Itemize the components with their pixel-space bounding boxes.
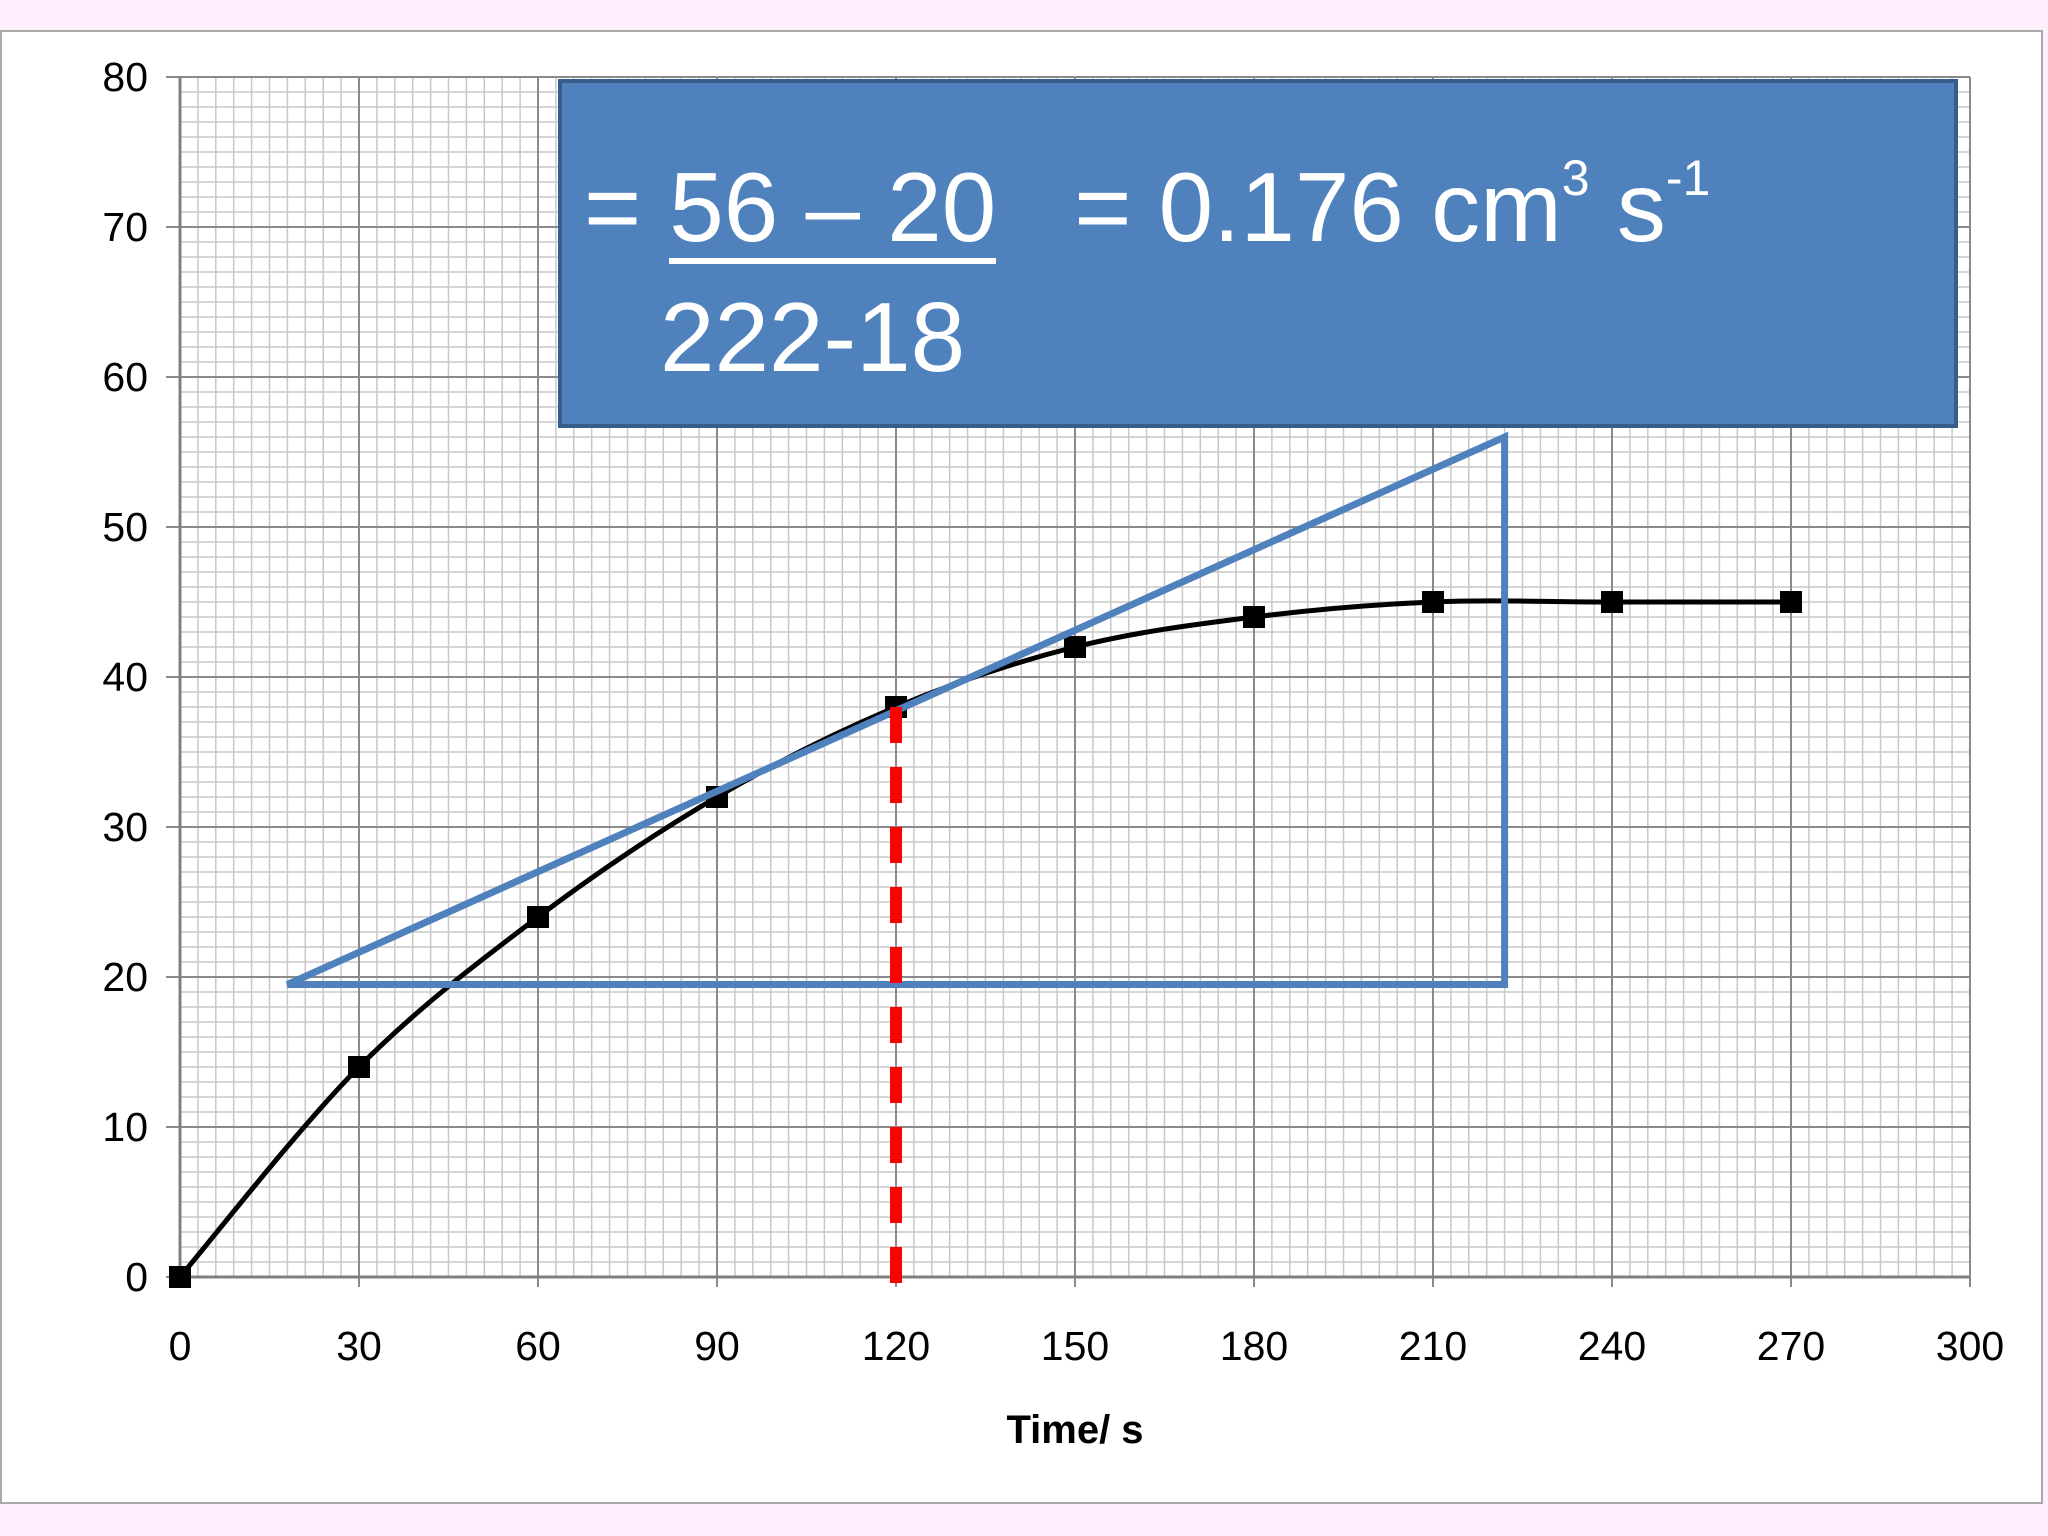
data-point bbox=[1601, 591, 1623, 613]
data-point bbox=[1064, 636, 1086, 658]
data-point bbox=[1243, 606, 1265, 628]
y-tick-label: 70 bbox=[102, 204, 148, 250]
y-tick-label: 60 bbox=[102, 354, 148, 400]
slide: 0 10 20 30 40 50 60 70 80 0 30 60 90 120 150 180 210 240… bbox=[0, 30, 2043, 1504]
x-tick-label: 60 bbox=[515, 1323, 561, 1369]
y-tick-label: 0 bbox=[125, 1254, 148, 1300]
x-tick-label: 120 bbox=[862, 1323, 930, 1369]
line-chart: 0 10 20 30 40 50 60 70 80 0 30 60 90 120 150 180 210 240… bbox=[102, 54, 2005, 1452]
x-tick-label: 300 bbox=[1936, 1323, 2004, 1369]
y-tick-labels: 0 10 20 30 40 50 60 70 80 bbox=[102, 54, 148, 1300]
y-tick-label: 40 bbox=[102, 654, 148, 700]
x-tick-label: 0 bbox=[169, 1323, 192, 1369]
formula-box: = 56 – 20 = 0.176 cm3 s-1 222-18 bbox=[558, 79, 1958, 428]
formula-result: = 0.176 cm3 s-1 bbox=[1074, 153, 1710, 256]
data-point bbox=[1422, 591, 1444, 613]
result-exponent-cm: 3 bbox=[1561, 150, 1590, 206]
y-tick-label: 10 bbox=[102, 1104, 148, 1150]
annotations bbox=[285, 431, 1509, 1305]
y-tick-label: 30 bbox=[102, 804, 148, 850]
x-tick-label: 240 bbox=[1578, 1323, 1646, 1369]
formula-denominator: 222-18 bbox=[660, 282, 966, 392]
x-tick-labels: 0 30 60 90 120 150 180 210 240 270 300 bbox=[169, 1323, 2005, 1369]
y-tick-label: 20 bbox=[102, 954, 148, 1000]
x-tick-label: 150 bbox=[1041, 1323, 1109, 1369]
y-tick-label: 80 bbox=[102, 54, 148, 100]
data-point bbox=[348, 1056, 370, 1078]
result-exponent-s: -1 bbox=[1665, 150, 1711, 206]
result-value: = 0.176 cm bbox=[1074, 152, 1562, 262]
x-tick-label: 30 bbox=[336, 1323, 382, 1369]
x-tick-label: 210 bbox=[1399, 1323, 1467, 1369]
x-tick-label: 90 bbox=[694, 1323, 740, 1369]
axes bbox=[178, 77, 1970, 1279]
formula-numerator: 56 – 20 bbox=[669, 152, 997, 264]
data-point bbox=[169, 1266, 191, 1288]
data-point bbox=[527, 906, 549, 928]
formula-equals: = bbox=[584, 152, 642, 262]
x-tick-label: 180 bbox=[1220, 1323, 1288, 1369]
x-axis-title: Time/ s bbox=[1006, 1408, 1143, 1452]
data-point bbox=[1780, 591, 1802, 613]
x-tick-label: 270 bbox=[1757, 1323, 1825, 1369]
formula-line-1: = 56 – 20 = 0.176 cm3 s-1 bbox=[584, 153, 1710, 264]
y-tick-label: 50 bbox=[102, 504, 148, 550]
result-unit: s bbox=[1589, 152, 1666, 262]
